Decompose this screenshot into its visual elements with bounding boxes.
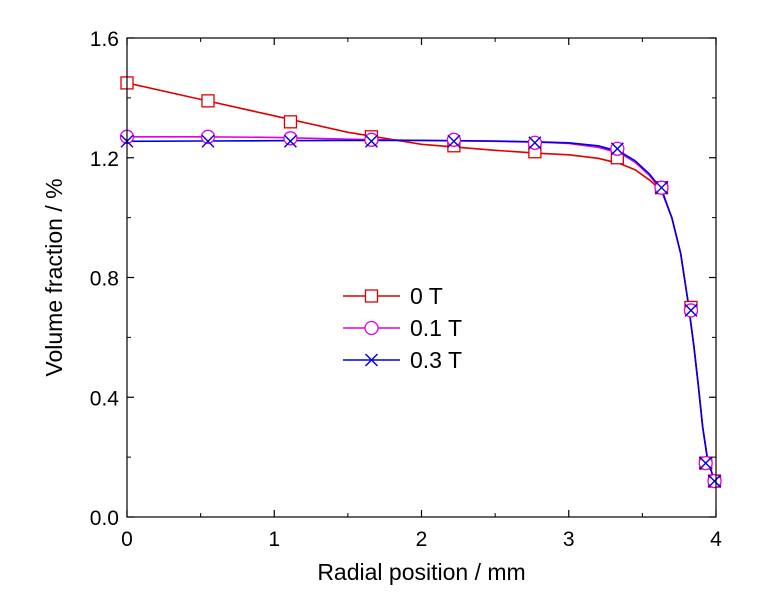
series-2-point <box>283 134 297 148</box>
series-1-point <box>283 131 298 146</box>
legend: 0 T 0.1 T 0.3 T <box>343 283 462 373</box>
plot-frame <box>126 37 717 518</box>
y-tick-label: 0.4 <box>90 387 120 410</box>
series-0-point <box>201 94 215 108</box>
series-1-point <box>200 129 216 144</box>
series-1-point <box>364 132 379 147</box>
legend-marker-0 <box>364 289 379 303</box>
series-2-point <box>708 474 722 488</box>
legend-marker-2 <box>365 353 378 367</box>
x-tick-label: 4 <box>710 528 722 551</box>
legend-label-1: 0.1 T <box>410 315 462 341</box>
series-2-point <box>684 303 698 317</box>
series-2-point <box>201 134 215 148</box>
series-0-point <box>283 115 298 129</box>
x-tick-label: 2 <box>416 528 428 551</box>
legend-marker-1 <box>364 320 379 336</box>
series-2-point <box>447 134 461 148</box>
series-2-point <box>655 181 669 195</box>
y-tick-label: 1.6 <box>90 28 119 51</box>
y-axis-title: Volume fraction / % <box>41 178 67 376</box>
y-tick-label: 0.8 <box>90 268 119 291</box>
series-2-point <box>699 456 713 470</box>
series-1-point <box>446 132 462 147</box>
series-line-2 <box>126 139 716 482</box>
series-2-point <box>528 136 542 150</box>
x-tick-label: 3 <box>563 528 575 551</box>
legend-label-2: 0.3 T <box>410 347 462 373</box>
y-tick-label: 1.2 <box>90 148 119 171</box>
legend-label-0: 0 T <box>410 283 443 309</box>
series-2-point <box>610 142 624 156</box>
series-2-point <box>364 134 378 148</box>
plot-series-group <box>119 76 722 489</box>
y-tick-label: 0.0 <box>90 507 119 530</box>
axis-ticks: 0 1 2 3 4 0.0 0.4 0.8 1.2 1.6 <box>90 28 722 551</box>
x-tick-label: 1 <box>268 528 280 551</box>
series-line-0 <box>126 82 716 482</box>
x-tick-label: 0 <box>121 528 133 551</box>
x-axis-title: Radial position / mm <box>317 559 525 585</box>
